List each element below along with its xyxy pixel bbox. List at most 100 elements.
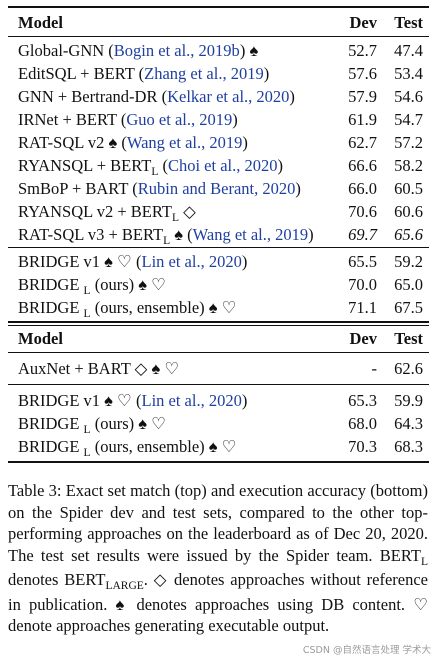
dev-score: 71.1 xyxy=(348,298,377,317)
model-suffix: (ours, ensemble) ♠ ♡ xyxy=(90,437,237,456)
citation-link[interactable]: Zhang et al., 2019 xyxy=(144,64,264,83)
model-name: RYANSQL + BERT xyxy=(18,156,152,175)
test-score: 53.4 xyxy=(394,64,423,83)
subscript: L xyxy=(83,308,91,320)
table-row: RAT-SQL v2 ♠ (Wang et al., 2019) 62.7 57… xyxy=(18,133,423,152)
test-score: 57.2 xyxy=(394,133,423,152)
table-row: RAT-SQL v3 + BERTL ♠ (Wang et al., 2019)… xyxy=(18,225,423,247)
subscript: L xyxy=(171,212,179,224)
table-row: EditSQL + BERT (Zhang et al., 2019) 57.6… xyxy=(18,64,423,83)
model-name: AuxNet + BART ◇ ♠ ♡ xyxy=(18,359,180,378)
citation-link[interactable]: Bogin et al., 2019b xyxy=(113,41,240,60)
model-name: RAT-SQL v2 ♠ xyxy=(18,133,118,152)
marks: ♠ xyxy=(170,225,183,244)
header-model: Model xyxy=(18,329,63,348)
model-name: GNN + Bertrand-DR xyxy=(18,87,158,106)
citation-link[interactable]: Guo et al., 2019 xyxy=(126,110,233,129)
table-row: AuxNet + BART ◇ ♠ ♡ - 62.6 xyxy=(8,358,429,380)
table-row: BRIDGE v1 ♠ ♡ (Lin et al., 2020) 65.5 59… xyxy=(18,252,423,271)
model-suffix: (ours) ♠ ♡ xyxy=(90,275,166,294)
model-name: RYANSQL v2 + BERT xyxy=(18,202,172,221)
test-score: 65.0 xyxy=(394,275,423,294)
dev-score: 52.7 xyxy=(348,41,377,60)
model-name: BRIDGE v1 ♠ ♡ xyxy=(18,391,132,410)
bottom-rule-top-table xyxy=(8,321,429,323)
table-row: RYANSQL v2 + BERTL ◇ 70.6 60.6 xyxy=(8,201,429,224)
table-row: BRIDGE L (ours, ensemble) ♠ ♡ 71.1 67.5 xyxy=(8,297,429,320)
test-score: 60.5 xyxy=(394,179,423,198)
test-score: 58.2 xyxy=(394,156,423,175)
dev-score: 66.6 xyxy=(348,156,377,175)
model-name: SmBoP + BART xyxy=(18,179,129,198)
bottom-rule xyxy=(8,461,429,463)
dev-score: 65.5 xyxy=(348,252,377,271)
table-row: SmBoP + BART (Rubin and Berant, 2020) 66… xyxy=(18,179,423,198)
group-rule xyxy=(8,247,429,248)
subscript: L xyxy=(151,166,159,178)
test-score: 64.3 xyxy=(394,414,423,433)
citation-link[interactable]: Choi et al., 2020 xyxy=(167,156,278,175)
citation-link[interactable]: Kelkar et al., 2020 xyxy=(167,87,290,106)
dev-score: 70.6 xyxy=(348,202,377,221)
dev-score: 70.0 xyxy=(348,275,377,294)
citation-link[interactable]: Rubin and Berant, 2020 xyxy=(137,179,296,198)
test-score: 60.6 xyxy=(394,202,423,221)
header-test: Test xyxy=(394,13,423,32)
watermark: CSDN @自然语言处理 学术大 xyxy=(302,645,431,656)
citation-link[interactable]: Wang et al., 2019 xyxy=(192,225,309,244)
test-score: 65.6 xyxy=(394,225,423,244)
model-suffix: (ours) ♠ ♡ xyxy=(90,414,166,433)
citation-link[interactable]: Wang et al., 2019 xyxy=(126,133,243,152)
dev-score: 61.9 xyxy=(348,110,377,129)
table-header-top: Model Dev Test xyxy=(8,12,429,34)
citation-link[interactable]: Lin et al., 2020 xyxy=(141,252,242,271)
dev-score: 65.3 xyxy=(348,391,377,410)
dev-score: 66.0 xyxy=(348,179,377,198)
subscript: L xyxy=(83,424,91,436)
table-row: BRIDGE L (ours, ensemble) ♠ ♡ 70.3 68.3 xyxy=(8,436,429,459)
test-score: 54.7 xyxy=(394,110,423,129)
top-rule xyxy=(8,6,429,8)
table-row: BRIDGE v1 ♠ ♡ (Lin et al., 2020) 65.3 59… xyxy=(18,391,423,410)
dev-score: 57.6 xyxy=(348,64,377,83)
marks: ◇ xyxy=(178,202,196,221)
subscript: L xyxy=(83,285,91,297)
dev-score: - xyxy=(371,359,378,378)
model-name: BRIDGE xyxy=(18,298,84,317)
header-test: Test xyxy=(394,329,423,348)
dev-score: 62.7 xyxy=(348,133,377,152)
model-name: BRIDGE v1 ♠ ♡ xyxy=(18,252,132,271)
header-rule xyxy=(8,36,429,37)
table-row: BRIDGE L (ours) ♠ ♡ 68.0 64.3 xyxy=(8,413,429,436)
model-name: BRIDGE xyxy=(18,275,84,294)
group-rule-bottom xyxy=(8,384,429,385)
model-name: IRNet + BERT xyxy=(18,110,117,129)
test-score: 54.6 xyxy=(394,87,423,106)
test-score: 62.6 xyxy=(394,359,423,378)
test-score: 47.4 xyxy=(394,41,423,60)
model-name: BRIDGE xyxy=(18,414,84,433)
dev-score: 70.3 xyxy=(348,437,377,456)
model-name: RAT-SQL v3 + BERT xyxy=(18,225,164,244)
dev-score: 57.9 xyxy=(348,87,377,106)
test-score: 59.2 xyxy=(394,252,423,271)
header-rule-bottom xyxy=(8,352,429,353)
dev-score: 68.0 xyxy=(348,414,377,433)
table-row: RYANSQL + BERTL (Choi et al., 2020) 66.6… xyxy=(18,156,423,178)
test-score: 67.5 xyxy=(394,298,423,317)
subscript: L xyxy=(83,447,91,459)
dev-score: 69.7 xyxy=(348,225,377,244)
top-rule-bottom-table xyxy=(8,325,429,326)
table-row: IRNet + BERT (Guo et al., 2019) 61.9 54.… xyxy=(18,110,423,129)
test-score: 59.9 xyxy=(394,391,423,410)
subscript: L xyxy=(163,235,171,247)
table-row: GNN + Bertrand-DR (Kelkar et al., 2020) … xyxy=(18,87,423,106)
test-score: 68.3 xyxy=(394,437,423,456)
table-caption: Table 3: Exact set match (top) and execu… xyxy=(8,481,428,635)
table-row: Global-GNN (Bogin et al., 2019b) ♠ 52.7 … xyxy=(18,41,423,60)
model-name: BRIDGE xyxy=(18,437,84,456)
header-dev: Dev xyxy=(349,329,378,348)
citation-link[interactable]: Lin et al., 2020 xyxy=(141,391,242,410)
marks: ♠ xyxy=(249,41,259,60)
table-header-bottom: Model Dev Test xyxy=(8,328,429,350)
